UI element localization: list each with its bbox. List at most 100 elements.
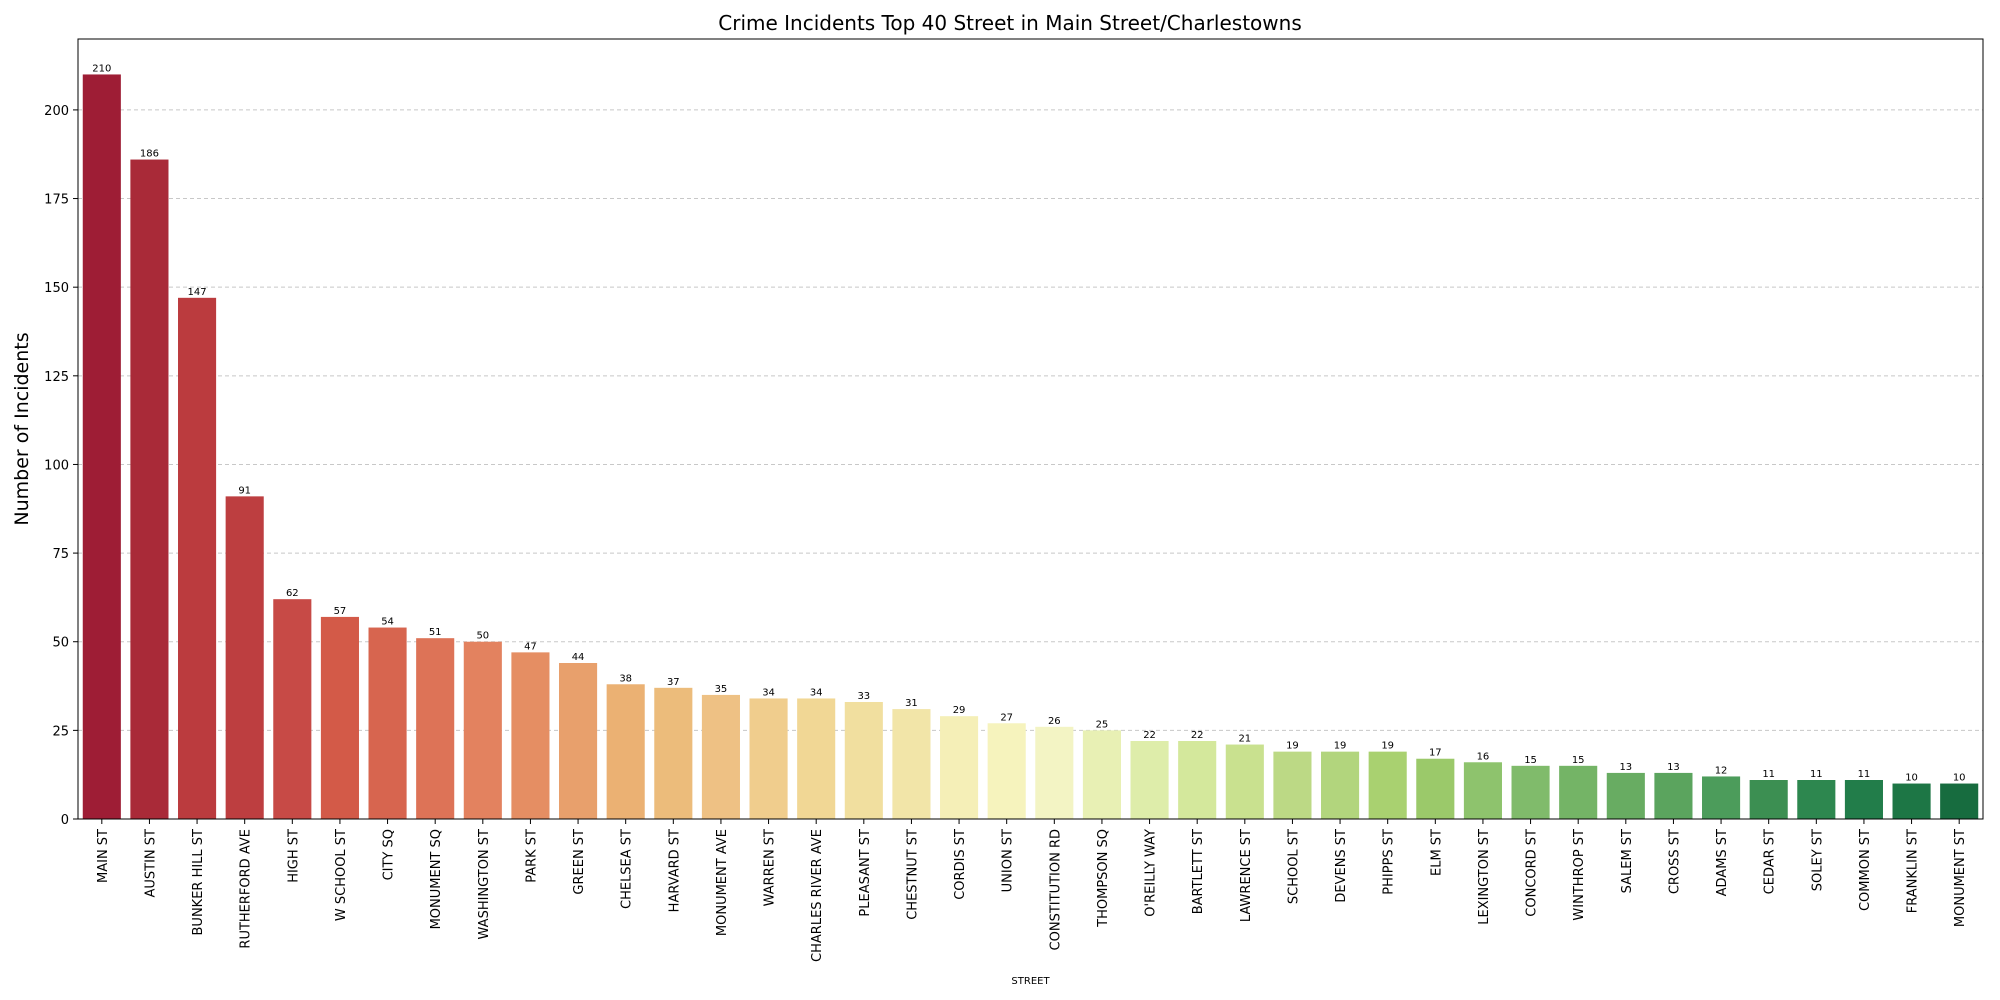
bar <box>654 687 693 819</box>
bar <box>1368 751 1407 819</box>
x-tick-label: CONSTITUTION RD <box>1048 829 1063 950</box>
bar <box>892 709 931 819</box>
bar <box>1559 765 1598 819</box>
bar <box>1797 780 1836 819</box>
x-tick-label: CORDIS ST <box>953 829 968 900</box>
bar <box>1511 765 1550 819</box>
x-axis-label: STREET <box>1011 976 1050 987</box>
bar-value-label: 31 <box>905 698 918 709</box>
x-axis: MAIN ST AUSTIN ST BUNKER HILL ST RUTHERFORD… <box>96 819 1968 962</box>
x-tick-label: O'REILLY WAY <box>1144 829 1159 917</box>
x-tick-label: CHARLES RIVER AVE <box>810 829 825 962</box>
x-tick-label: CONCORD ST <box>1525 829 1540 917</box>
x-tick-label: MONUMENT SQ <box>429 829 444 929</box>
x-tick-label: CHELSEA ST <box>620 829 635 909</box>
bar <box>82 74 121 820</box>
bar <box>130 159 169 819</box>
x-tick-label: SALEM ST <box>1620 829 1635 893</box>
chart-title: Crime Incidents Top 40 Street in Main St… <box>718 11 1302 35</box>
bar-value-label: 27 <box>1000 712 1013 723</box>
bar-value-label: 15 <box>1524 755 1537 766</box>
bar-value-label: 19 <box>1286 741 1299 752</box>
x-tick-label: ELM ST <box>1429 829 1444 876</box>
bar <box>987 723 1026 819</box>
y-tick-label: 200 <box>44 104 69 119</box>
x-tick-label: PARK ST <box>524 829 539 883</box>
bar-value-label: 12 <box>1715 765 1728 776</box>
x-tick-label: CEDAR ST <box>1763 829 1778 894</box>
bar <box>1702 776 1741 819</box>
y-axis-label: Number of Incidents <box>11 332 33 525</box>
gridlines <box>78 109 1983 731</box>
bar <box>1225 744 1264 819</box>
bar <box>1273 751 1312 819</box>
bar <box>1416 758 1455 819</box>
x-tick-label: HIGH ST <box>286 829 301 883</box>
bar <box>749 698 788 819</box>
bar <box>559 663 598 819</box>
x-tick-label: DEVENS ST <box>1334 829 1349 903</box>
bar <box>1749 780 1788 819</box>
x-tick-label: AUSTIN ST <box>143 829 158 898</box>
bar-value-label: 91 <box>238 485 251 496</box>
bar-value-label: 57 <box>334 606 347 617</box>
bar-value-label: 10 <box>1953 773 1966 784</box>
bar <box>1178 741 1217 819</box>
x-tick-label: MAIN ST <box>96 829 111 883</box>
bar-value-label: 17 <box>1429 748 1442 759</box>
bar-value-label: 34 <box>762 687 775 698</box>
bar-value-label: 26 <box>1048 716 1061 727</box>
bar <box>1940 783 1979 819</box>
x-tick-label: CROSS ST <box>1667 829 1682 894</box>
x-tick-label: PHIPPS ST <box>1382 829 1397 895</box>
x-tick-label: THOMPSON SQ <box>1096 829 1111 928</box>
bar-value-label: 37 <box>667 677 680 688</box>
bar <box>1321 751 1360 819</box>
x-tick-label: WASHINGTON ST <box>477 829 492 940</box>
x-tick-label: BUNKER HILL ST <box>191 829 206 936</box>
bar <box>368 627 407 819</box>
bars <box>82 74 1979 820</box>
bar-value-label: 22 <box>1191 730 1204 741</box>
x-tick-label: WINTHROP ST <box>1572 829 1587 921</box>
bar <box>1035 726 1074 819</box>
bar <box>701 694 740 819</box>
bar-value-label: 19 <box>1381 741 1394 752</box>
bar <box>1892 783 1931 819</box>
bar-value-label: 11 <box>1810 769 1823 780</box>
x-tick-label: PLEASANT ST <box>858 829 873 917</box>
bar-value-label: 62 <box>286 588 299 599</box>
bar-value-label: 13 <box>1667 762 1680 773</box>
y-tick-label: 100 <box>44 458 69 473</box>
x-tick-label: SOLEY ST <box>1810 829 1825 891</box>
y-tick-label: 75 <box>52 547 69 562</box>
bar <box>797 698 836 819</box>
x-tick-label: ADAMS ST <box>1715 829 1730 896</box>
bar <box>1082 730 1121 819</box>
x-tick-label: HARVARD ST <box>667 829 682 912</box>
x-tick-label: LAWRENCE ST <box>1239 829 1254 922</box>
bar-value-label: 16 <box>1477 751 1490 762</box>
bar-value-label: 29 <box>953 705 966 716</box>
x-tick-label: GREEN ST <box>572 829 587 895</box>
bar-value-label: 51 <box>429 627 442 638</box>
bar <box>320 616 359 819</box>
bar <box>844 702 883 819</box>
bar-value-label: 19 <box>1334 741 1347 752</box>
y-tick-label: 0 <box>61 813 69 828</box>
bar <box>1463 762 1502 819</box>
x-tick-label: FRANKLIN ST <box>1906 829 1921 913</box>
bar-value-label: 50 <box>476 631 489 642</box>
x-tick-label: UNION ST <box>1001 829 1016 892</box>
y-tick-label: 175 <box>44 193 69 208</box>
bar <box>463 641 502 819</box>
bar-value-label: 10 <box>1905 773 1918 784</box>
bar-value-label: 11 <box>1762 769 1775 780</box>
bar-value-label: 33 <box>857 691 870 702</box>
x-tick-label: RUTHERFORD AVE <box>239 829 254 949</box>
x-tick-label: COMMON ST <box>1858 829 1873 911</box>
bar-value-label: 25 <box>1096 719 1109 730</box>
y-tick-label: 125 <box>44 370 69 385</box>
y-tick-label: 25 <box>52 724 69 739</box>
